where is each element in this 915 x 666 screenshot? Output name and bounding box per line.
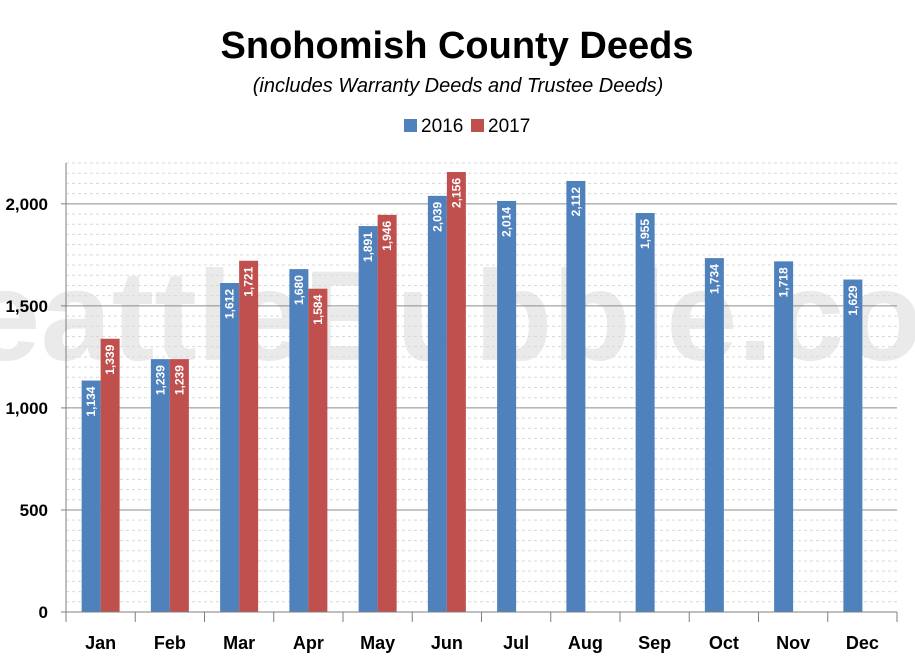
bar-2017-mar — [239, 260, 259, 612]
x-tick-label-nov: Nov — [776, 633, 810, 653]
data-label-2016-dec: 1,629 — [846, 285, 860, 315]
bar-2016-mar — [220, 283, 240, 612]
data-label-2016-sep: 1,955 — [638, 219, 652, 249]
data-label-2017-jun: 2,156 — [449, 178, 463, 208]
x-tick-label-dec: Dec — [846, 633, 879, 653]
data-label-2016-oct: 1,734 — [707, 264, 721, 294]
x-tick-label-feb: Feb — [154, 633, 186, 653]
data-label-2016-aug: 2,112 — [569, 187, 583, 217]
x-tick-label-aug: Aug — [568, 633, 603, 653]
y-tick-label: 0 — [39, 603, 48, 622]
bar-2017-jun — [446, 171, 466, 613]
data-label-2016-jul: 2,014 — [500, 207, 514, 237]
x-tick-label-apr: Apr — [293, 633, 324, 653]
x-tick-label-oct: Oct — [709, 633, 739, 653]
x-tick-label-sep: Sep — [638, 633, 671, 653]
bars — [81, 171, 863, 613]
data-label-2017-apr: 1,584 — [311, 294, 325, 324]
x-tick-label-jan: Jan — [85, 633, 116, 653]
x-tick-label-jul: Jul — [503, 633, 529, 653]
chart-title: Snohomish County Deeds — [221, 25, 694, 67]
minor-gridlines — [66, 162, 897, 603]
bar-2016-aug — [566, 180, 586, 612]
bar-2016-may — [358, 226, 378, 612]
x-tick-label-may: May — [360, 633, 395, 653]
legend-label-2017: 2017 — [488, 116, 530, 137]
bar-2016-jul — [497, 200, 517, 612]
data-label-2017-mar: 1,721 — [242, 266, 256, 296]
y-tick-label: 2,000 — [5, 195, 48, 214]
bar-2017-apr — [308, 288, 328, 612]
data-label-2016-apr: 1,680 — [292, 275, 306, 305]
data-label-2016-mar: 1,612 — [223, 289, 237, 319]
bar-2016-dec — [843, 279, 863, 612]
x-tick-labels: Jan Feb Mar Apr May Jun Jul Aug Sep Oct Nov Dec — [85, 633, 879, 653]
data-label-2017-jan: 1,339 — [103, 344, 117, 374]
bar-2016-jun — [427, 195, 447, 612]
axes — [61, 163, 898, 622]
legend-swatch-2016 — [404, 119, 417, 132]
bar-2016-jan — [81, 380, 101, 612]
bar-2016-sep — [635, 213, 655, 613]
bar-2017-may — [377, 214, 397, 612]
data-label-2016-feb: 1,239 — [153, 365, 167, 395]
legend: 2016 2017 — [404, 116, 530, 137]
bar-2016-apr — [289, 269, 309, 612]
chart-subtitle: (includes Warranty Deeds and Trustee Dee… — [253, 75, 664, 97]
bar-2017-jan — [100, 338, 120, 612]
bar-2017-feb — [169, 359, 189, 612]
y-tick-label: 1,500 — [5, 297, 48, 316]
y-tick-label: 1,000 — [5, 399, 48, 418]
bar-2016-nov — [774, 261, 794, 612]
bar-2016-feb — [150, 359, 170, 612]
bar-data-labels: 1,134 1,339 1,239 1,239 1,612 1,721 1,680 1,584… — [84, 178, 860, 417]
x-tick-label-mar: Mar — [223, 633, 255, 653]
y-tick-label: 500 — [20, 501, 48, 520]
data-label-2017-feb: 1,239 — [172, 365, 186, 395]
data-label-2016-jan: 1,134 — [84, 386, 98, 416]
bar-2016-oct — [704, 258, 724, 612]
data-label-2016-jun: 2,039 — [430, 202, 444, 232]
data-label-2016-may: 1,891 — [361, 232, 375, 262]
legend-label-2016: 2016 — [421, 116, 463, 137]
legend-swatch-2017 — [471, 119, 484, 132]
x-tick-label-jun: Jun — [431, 633, 463, 653]
major-gridlines — [66, 203, 897, 511]
data-label-2017-may: 1,946 — [380, 221, 394, 251]
data-label-2016-nov: 1,718 — [777, 267, 791, 297]
y-tick-labels: 0 500 1,000 1,500 2,000 — [5, 195, 48, 622]
